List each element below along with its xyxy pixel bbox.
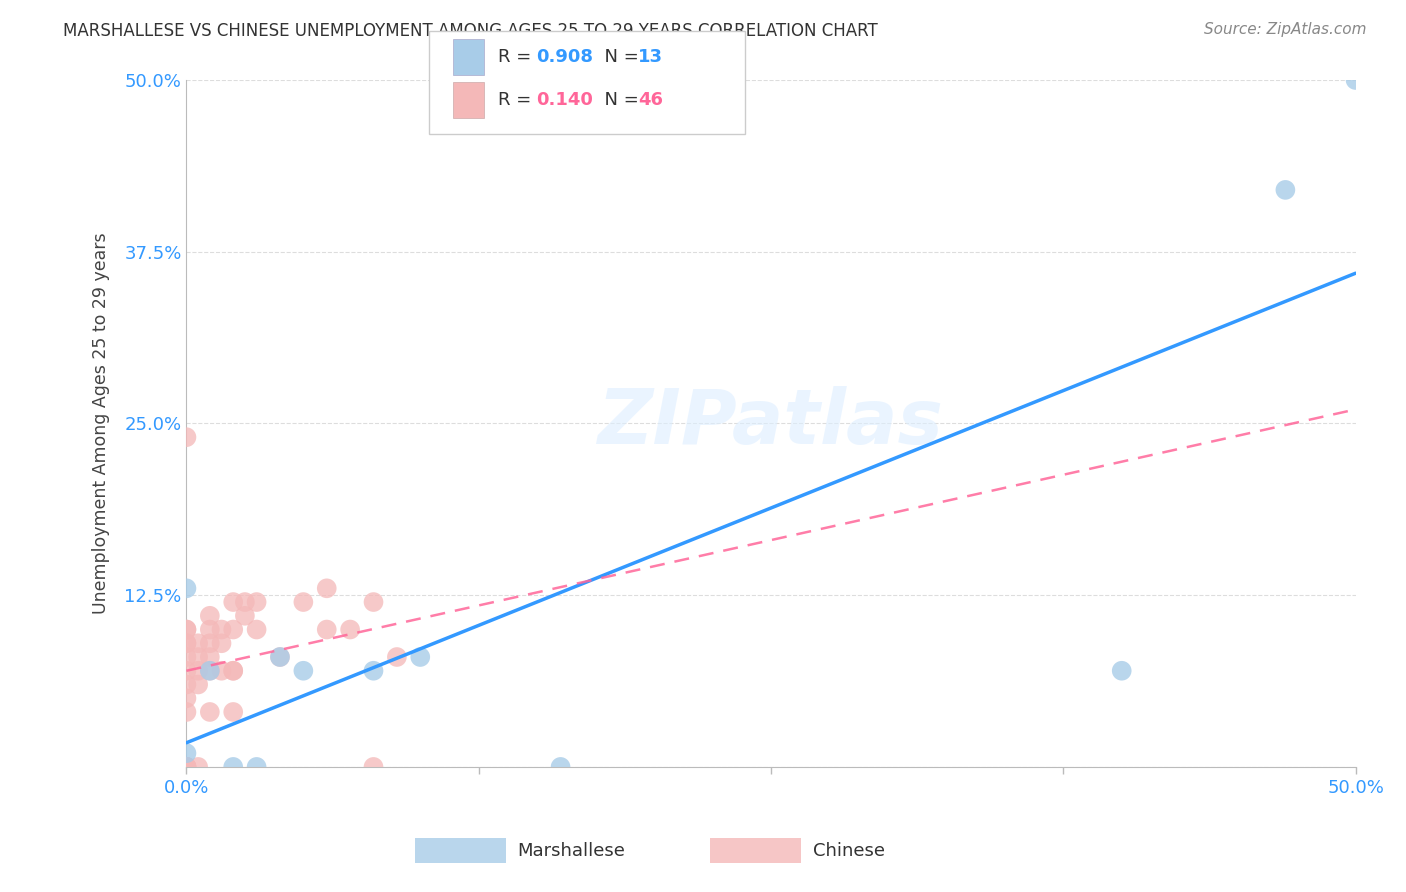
Point (222, 623, 245, 637)
Point (246, 595, 269, 609)
Point (176, 760, 198, 774)
Point (176, 746, 198, 760)
Point (198, 664, 221, 678)
Point (222, 664, 245, 678)
Point (198, 623, 221, 637)
Text: Source: ZipAtlas.com: Source: ZipAtlas.com (1204, 22, 1367, 37)
Point (176, 623, 198, 637)
Point (315, 623, 337, 637)
Point (550, 760, 572, 774)
Point (176, 636, 198, 650)
Point (176, 650, 198, 665)
Point (176, 677, 198, 691)
Point (222, 760, 245, 774)
Point (187, 677, 209, 691)
Text: R =: R = (498, 91, 537, 109)
Point (176, 705, 198, 719)
Y-axis label: Unemployment Among Ages 25 to 29 years: Unemployment Among Ages 25 to 29 years (93, 233, 110, 615)
Point (233, 595, 256, 609)
Point (269, 650, 291, 665)
Point (246, 623, 269, 637)
Point (292, 595, 315, 609)
Point (176, 691, 198, 706)
Text: ZIPatlas: ZIPatlas (598, 386, 943, 460)
Point (187, 650, 209, 665)
Point (315, 582, 337, 596)
Point (385, 650, 408, 665)
Point (1111, 664, 1133, 678)
Text: 46: 46 (638, 91, 664, 109)
Point (176, 664, 198, 678)
Point (176, 760, 198, 774)
Point (176, 623, 198, 637)
Point (339, 623, 361, 637)
Point (363, 595, 385, 609)
Point (198, 636, 221, 650)
Point (409, 650, 432, 665)
Point (363, 760, 385, 774)
Point (1344, 73, 1367, 87)
Point (1274, 183, 1296, 197)
Text: R =: R = (498, 48, 537, 66)
Point (176, 760, 198, 774)
Text: Chinese: Chinese (813, 842, 884, 860)
Point (176, 760, 198, 774)
Text: MARSHALLESE VS CHINESE UNEMPLOYMENT AMONG AGES 25 TO 29 YEARS CORRELATION CHART: MARSHALLESE VS CHINESE UNEMPLOYMENT AMON… (63, 22, 877, 40)
Point (176, 636, 198, 650)
Point (211, 623, 233, 637)
Point (198, 664, 221, 678)
Point (269, 650, 291, 665)
Point (187, 664, 209, 678)
Text: 0.908: 0.908 (536, 48, 593, 66)
Text: Marshallese: Marshallese (517, 842, 626, 860)
Point (363, 664, 385, 678)
Point (211, 636, 233, 650)
Point (222, 595, 245, 609)
Point (176, 760, 198, 774)
Text: N =: N = (593, 48, 645, 66)
Point (222, 705, 245, 719)
Text: N =: N = (593, 91, 645, 109)
Point (176, 430, 198, 444)
Point (222, 664, 245, 678)
Point (198, 705, 221, 719)
Point (292, 664, 315, 678)
Point (187, 636, 209, 650)
Point (187, 760, 209, 774)
Point (176, 582, 198, 596)
Point (198, 650, 221, 665)
Point (198, 608, 221, 623)
Point (233, 608, 256, 623)
Text: 0.140: 0.140 (536, 91, 592, 109)
Point (211, 664, 233, 678)
Point (246, 760, 269, 774)
Text: 13: 13 (638, 48, 664, 66)
